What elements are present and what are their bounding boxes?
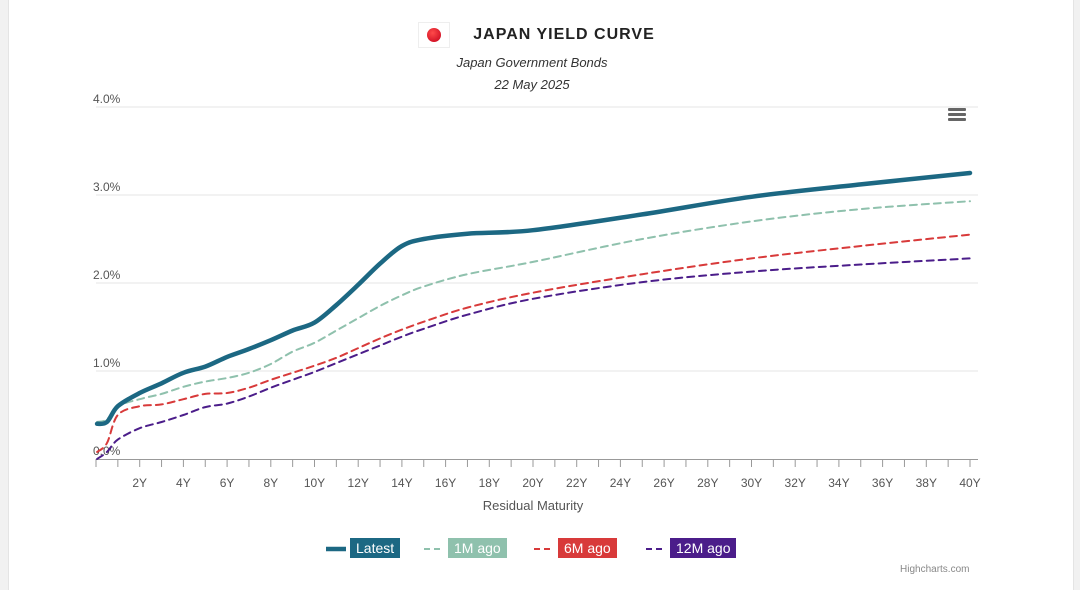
y-tick-label: 3.0% <box>93 180 121 194</box>
y-tick-label: 1.0% <box>93 356 121 370</box>
x-tick-label: 14Y <box>391 476 412 490</box>
x-tick-label: 12Y <box>348 476 369 490</box>
chart-card <box>8 0 1074 590</box>
legend-label: 1M ago <box>448 538 507 558</box>
legend-symbol <box>326 546 346 552</box>
x-tick-label: 32Y <box>785 476 806 490</box>
legend-item-1m-ago[interactable]: 1M ago <box>422 538 510 560</box>
x-tick-label: 2Y <box>132 476 147 490</box>
x-tick-label: 10Y <box>304 476 325 490</box>
legend-label: Latest <box>350 538 401 558</box>
x-tick-label: 26Y <box>653 476 674 490</box>
x-tick-label: 8Y <box>263 476 278 490</box>
x-tick-label: 34Y <box>828 476 849 490</box>
series-line-latest <box>94 170 973 427</box>
x-tick-label: 30Y <box>741 476 762 490</box>
japan-flag-icon <box>418 22 450 48</box>
x-tick-label: 24Y <box>610 476 631 490</box>
x-tick-label: 36Y <box>872 476 893 490</box>
series-line-12m-ago <box>96 257 971 460</box>
legend-label: 6M ago <box>558 538 617 558</box>
legend-item-6m-ago[interactable]: 6M ago <box>532 538 620 560</box>
x-tick-label: 16Y <box>435 476 456 490</box>
x-axis-title: Residual Maturity <box>483 498 584 513</box>
series-line-6m-ago <box>96 233 971 453</box>
x-tick-label: 40Y <box>959 476 980 490</box>
y-tick-label: 4.0% <box>93 92 121 106</box>
x-tick-label: 6Y <box>220 476 235 490</box>
legend-label: 12M ago <box>670 538 737 558</box>
credits-link[interactable]: Highcharts.com <box>900 564 970 575</box>
chart-date: 22 May 2025 <box>494 77 570 92</box>
y-tick-label: 2.0% <box>93 268 121 282</box>
legend-item-12m-ago[interactable]: 12M ago <box>644 538 740 560</box>
chart-title: JAPAN YIELD CURVE <box>473 26 655 43</box>
x-tick-label: 4Y <box>176 476 191 490</box>
hamburger-menu-icon[interactable] <box>948 108 966 122</box>
x-tick-label: 38Y <box>916 476 937 490</box>
x-tick-label: 28Y <box>697 476 718 490</box>
chart-subtitle: Japan Government Bonds <box>456 55 608 70</box>
series-line-1m-ago <box>96 200 971 423</box>
x-tick-label: 22Y <box>566 476 587 490</box>
legend-symbol <box>646 548 666 550</box>
x-tick-label: 18Y <box>479 476 500 490</box>
legend-symbol <box>534 548 554 550</box>
legend-item-latest[interactable]: Latest <box>324 538 404 560</box>
legend-symbol <box>424 548 444 550</box>
x-tick-label: 20Y <box>522 476 543 490</box>
